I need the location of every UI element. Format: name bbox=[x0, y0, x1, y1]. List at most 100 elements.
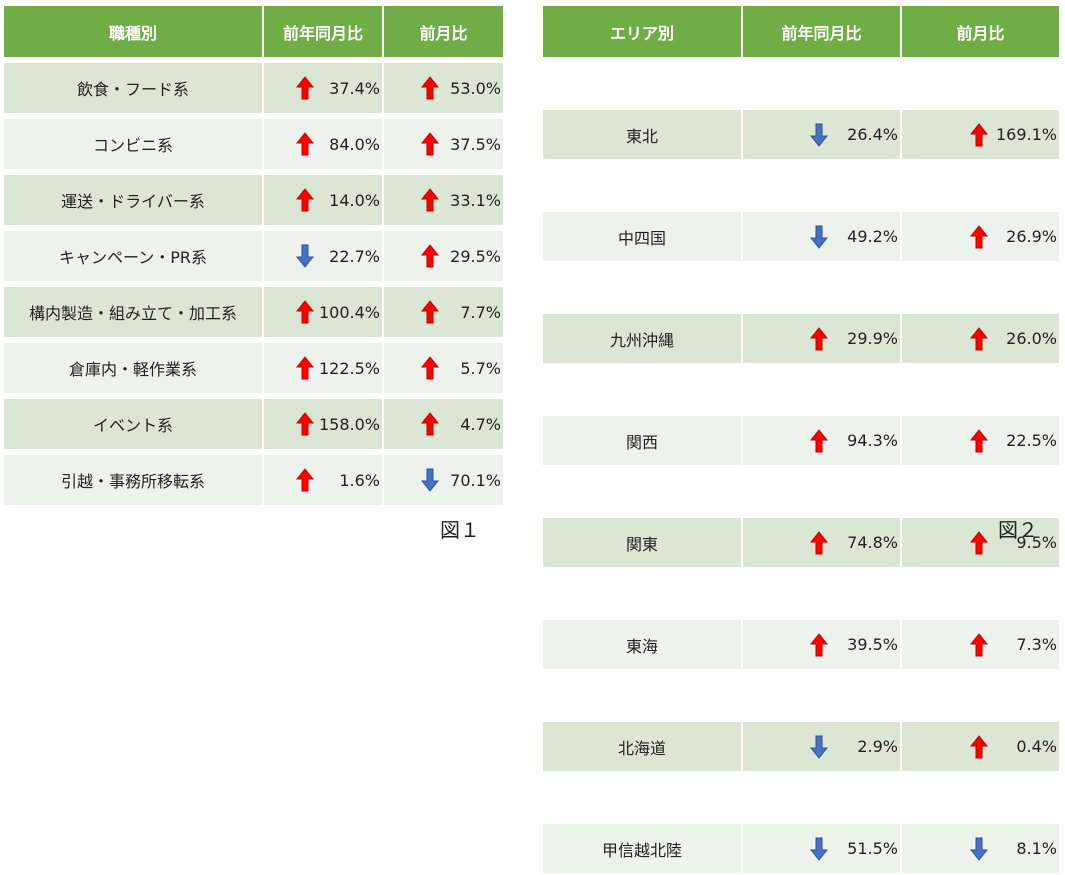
table-row: 東海 39.5% 7.3% bbox=[541, 618, 1061, 671]
arrow-down-icon bbox=[810, 837, 828, 861]
table-header-row: エリア別 前年同月比 前月比 bbox=[541, 4, 1061, 59]
row-name: 北海道 bbox=[541, 720, 743, 773]
yoy-value: 49.2% bbox=[847, 227, 898, 246]
yoy-value: 100.4% bbox=[318, 302, 380, 322]
yoy-value: 84.0% bbox=[329, 134, 380, 154]
arrow-up-icon bbox=[810, 632, 828, 657]
yoy-value: 22.7% bbox=[329, 246, 380, 266]
yoy-cell: 49.2% bbox=[741, 210, 902, 263]
arrow-up-icon bbox=[296, 356, 314, 380]
arrow-up-icon bbox=[970, 734, 988, 759]
table-row: 飲食・フード系 37.4% 53.0% bbox=[2, 61, 505, 115]
row-name: 中四国 bbox=[541, 210, 743, 263]
row-name: 飲食・フード系 bbox=[2, 61, 264, 115]
mom-value: 26.0% bbox=[1006, 329, 1057, 348]
arrow-up-icon bbox=[421, 356, 439, 380]
row-name: 甲信越北陸 bbox=[541, 822, 743, 875]
mom-value: 0.4% bbox=[1016, 737, 1057, 756]
yoy-cell: 100.4% bbox=[262, 285, 384, 339]
mom-value: 53.0% bbox=[450, 78, 501, 98]
arrow-up-icon bbox=[970, 326, 988, 351]
table-row: 運送・ドライバー系 14.0% 33.1% bbox=[2, 173, 505, 227]
yoy-cell: 26.4% bbox=[741, 108, 902, 161]
yoy-value: 39.5% bbox=[847, 635, 898, 654]
yoy-cell: 29.9% bbox=[741, 312, 902, 365]
header-yoy: 前年同月比 bbox=[741, 4, 902, 59]
table-row: キャンペーン・PR系 22.7% 29.5% bbox=[2, 229, 505, 283]
header-mom: 前月比 bbox=[900, 4, 1061, 59]
area-table: エリア別 前年同月比 前月比 東北 26.4% 169.1% 中四国 49.2% 26.9… bbox=[541, 4, 1061, 875]
mom-value: 7.3% bbox=[1016, 635, 1057, 654]
arrow-up-icon bbox=[421, 412, 439, 436]
yoy-value: 74.8% bbox=[847, 533, 898, 552]
arrow-up-icon bbox=[296, 412, 314, 436]
arrow-up-icon bbox=[970, 632, 988, 657]
table-row: 東北 26.4% 169.1% bbox=[541, 108, 1061, 161]
arrow-up-icon bbox=[810, 530, 828, 555]
yoy-value: 2.9% bbox=[857, 737, 898, 756]
table-row: 倉庫内・軽作業系 122.5% 5.7% bbox=[2, 341, 505, 395]
row-name: 関西 bbox=[541, 414, 743, 467]
mom-cell: 169.1% bbox=[900, 108, 1061, 161]
mom-value: 29.5% bbox=[450, 246, 501, 266]
mom-cell: 4.7% bbox=[382, 397, 505, 451]
arrow-up-icon bbox=[421, 76, 439, 100]
yoy-value: 26.4% bbox=[847, 125, 898, 144]
yoy-value: 37.4% bbox=[329, 78, 380, 98]
table-row: 引越・事務所移転系 1.6% 70.1% bbox=[2, 453, 505, 507]
row-name: 倉庫内・軽作業系 bbox=[2, 341, 264, 395]
arrow-up-icon bbox=[970, 224, 988, 249]
yoy-cell: 94.3% bbox=[741, 414, 902, 467]
table-row: 構内製造・組み立て・加工系 100.4% 7.7% bbox=[2, 285, 505, 339]
yoy-value: 1.6% bbox=[339, 470, 380, 490]
arrow-down-icon bbox=[970, 837, 988, 861]
mom-cell: 22.5% bbox=[900, 414, 1061, 467]
mom-value: 5.7% bbox=[460, 358, 501, 378]
table-row: 中四国 49.2% 26.9% bbox=[541, 210, 1061, 263]
arrow-up-icon bbox=[970, 122, 988, 147]
mom-value: 70.1% bbox=[450, 470, 501, 490]
arrow-down-icon bbox=[421, 468, 439, 492]
arrow-up-icon bbox=[810, 428, 828, 453]
yoy-value: 122.5% bbox=[318, 358, 380, 378]
mom-cell: 7.3% bbox=[900, 618, 1061, 671]
yoy-cell: 122.5% bbox=[262, 341, 384, 395]
yoy-cell: 22.7% bbox=[262, 229, 384, 283]
mom-value: 26.9% bbox=[1006, 227, 1057, 246]
row-name: 運送・ドライバー系 bbox=[2, 173, 264, 227]
header-job-type: 職種別 bbox=[2, 4, 264, 59]
header-mom: 前月比 bbox=[382, 4, 505, 59]
mom-value: 37.5% bbox=[450, 134, 501, 154]
row-name: 九州沖縄 bbox=[541, 312, 743, 365]
arrow-up-icon bbox=[810, 326, 828, 351]
arrow-up-icon bbox=[296, 188, 314, 212]
mom-cell: 29.5% bbox=[382, 229, 505, 283]
arrow-up-icon bbox=[296, 300, 314, 324]
row-name: 引越・事務所移転系 bbox=[2, 453, 264, 507]
yoy-cell: 74.8% bbox=[741, 516, 902, 569]
figure-caption-2: 図２ bbox=[998, 518, 1038, 542]
row-name: 構内製造・組み立て・加工系 bbox=[2, 285, 264, 339]
arrow-down-icon bbox=[810, 225, 828, 249]
table-row: イベント系 158.0% 4.7% bbox=[2, 397, 505, 451]
row-name: 関東 bbox=[541, 516, 743, 569]
table-row: 九州沖縄 29.9% 26.0% bbox=[541, 312, 1061, 365]
row-name: コンビニ系 bbox=[2, 117, 264, 171]
mom-cell: 5.7% bbox=[382, 341, 505, 395]
arrow-down-icon bbox=[296, 244, 314, 268]
table-row: 関東 74.8% 9.5% bbox=[541, 516, 1061, 569]
yoy-cell: 51.5% bbox=[741, 822, 902, 875]
arrow-up-icon bbox=[296, 76, 314, 100]
arrow-up-icon bbox=[296, 132, 314, 156]
yoy-value: 51.5% bbox=[847, 839, 898, 858]
mom-value: 169.1% bbox=[995, 125, 1057, 144]
yoy-cell: 39.5% bbox=[741, 618, 902, 671]
arrow-up-icon bbox=[296, 468, 314, 492]
yoy-cell: 14.0% bbox=[262, 173, 384, 227]
table-row: 甲信越北陸 51.5% 8.1% bbox=[541, 822, 1061, 875]
table-row: コンビニ系 84.0% 37.5% bbox=[2, 117, 505, 171]
mom-value: 4.7% bbox=[460, 414, 501, 434]
yoy-cell: 84.0% bbox=[262, 117, 384, 171]
mom-cell: 0.4% bbox=[900, 720, 1061, 773]
yoy-cell: 2.9% bbox=[741, 720, 902, 773]
